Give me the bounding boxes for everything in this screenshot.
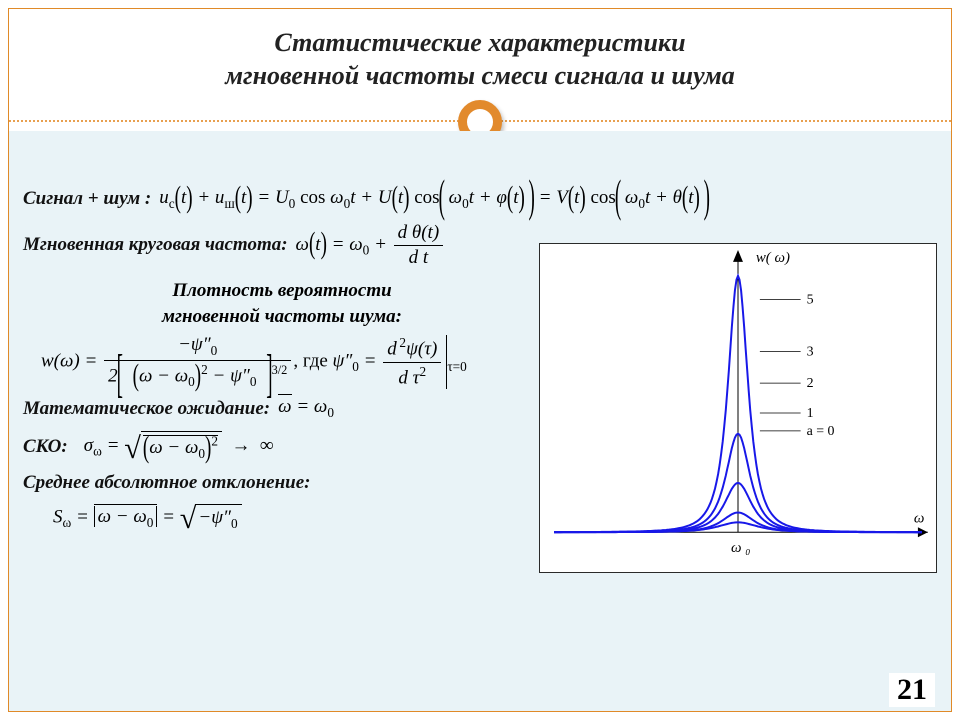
eq-std: σω = √ (ω − ω0)2 → ∞ [84,431,274,462]
eq-density: w(ω) = −ψ″0 2[ (ω − ω0)2 − ψ″0 ]3/2 , гд… [41,334,467,390]
label-signal-noise: Сигнал + шум : [23,188,151,210]
label-mean: Математическое ожидание: [23,398,270,420]
label-mad: Среднее абсолютное отклонение: [23,472,310,494]
page-number: 21 [889,673,935,707]
svg-text:w( ω): w( ω) [756,250,790,266]
pdf-chart: w( ω) ω ω ₀ 5 3 2 1 a = 0 [539,243,937,573]
title-line-1: Статистические характеристики [39,27,921,60]
svg-text:3: 3 [807,344,814,359]
label-inst-freq: Мгновенная круговая частота: [23,234,288,256]
label-std: СКО: [23,436,68,458]
svg-text:2: 2 [807,376,814,391]
label-density-2: мгновенной частоты шума: [23,305,541,329]
eq-mean: ω = ω0 [278,396,334,421]
title-line-2: мгновенной частоты смеси сигнала и шума [39,60,921,93]
svg-text:ω ₀: ω ₀ [731,540,750,556]
svg-text:a = 0: a = 0 [807,424,835,439]
label-density-1: Плотность вероятности [23,279,541,303]
svg-text:5: 5 [807,293,814,308]
svg-text:ω: ω [914,510,925,526]
eq-mad: Sω = ω − ω0 = √ −ψ″0 [53,504,242,532]
eq-signal-noise: uc(t) + uш(t) = U0 cos ω0t + U(t) cos( ω… [159,187,709,212]
svg-text:1: 1 [807,406,814,421]
eq-inst-freq: ω(t) = ω0 + d θ(t) d t [296,222,446,269]
